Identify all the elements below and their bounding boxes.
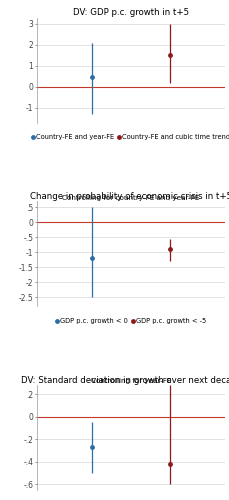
Legend: GDP p.c. growth < 0, GDP p.c. growth < -5: GDP p.c. growth < 0, GDP p.c. growth < -… [55, 318, 206, 324]
Text: Controlling for year-FE: Controlling for year-FE [90, 378, 171, 384]
Title: DV: GDP p.c. growth in t+5: DV: GDP p.c. growth in t+5 [73, 8, 188, 16]
Title: Change in probability of economic crisis in t+5: Change in probability of economic crisis… [30, 192, 229, 201]
Legend: Country-FE and year-FE, Country-FE and cubic time trend: Country-FE and year-FE, Country-FE and c… [32, 134, 229, 140]
Text: Controlling for country-FE and year-FE: Controlling for country-FE and year-FE [62, 194, 199, 200]
Title: DV: Standard deviation in growth over next decade: DV: Standard deviation in growth over ne… [20, 376, 229, 385]
